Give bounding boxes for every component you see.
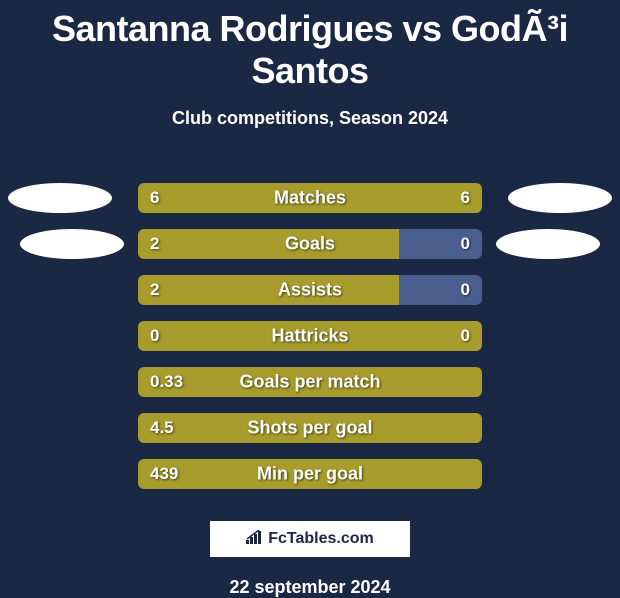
stat-label: Assists bbox=[278, 280, 342, 301]
stat-row: 439 Min per goal bbox=[0, 451, 620, 497]
stat-value-left: 4.5 bbox=[150, 418, 174, 438]
stat-bar-track: 2 0 Assists bbox=[138, 275, 482, 305]
stat-value-right: 0 bbox=[461, 234, 470, 254]
stat-label: Min per goal bbox=[257, 464, 363, 485]
stat-value-left: 0.33 bbox=[150, 372, 183, 392]
player-right-marker bbox=[508, 183, 612, 213]
stat-value-left: 439 bbox=[150, 464, 178, 484]
stat-value-left: 0 bbox=[150, 326, 159, 346]
stat-label: Goals bbox=[285, 234, 335, 255]
player-left-marker bbox=[20, 229, 124, 259]
stat-bar-track: 439 Min per goal bbox=[138, 459, 482, 489]
stat-label: Matches bbox=[274, 188, 346, 209]
brand-text: FcTables.com bbox=[268, 530, 374, 548]
stat-value-right: 0 bbox=[461, 326, 470, 346]
stat-value-left: 6 bbox=[150, 188, 159, 208]
stat-bar-track: 0.33 Goals per match bbox=[138, 367, 482, 397]
stat-label: Shots per goal bbox=[247, 418, 372, 439]
stat-value-left: 2 bbox=[150, 280, 159, 300]
stat-row: 4.5 Shots per goal bbox=[0, 405, 620, 451]
stat-row: 2 0 Goals bbox=[0, 221, 620, 267]
chart-icon bbox=[246, 530, 264, 549]
stat-bar-track: 4.5 Shots per goal bbox=[138, 413, 482, 443]
stat-row: 2 0 Assists bbox=[0, 267, 620, 313]
stat-value-right: 6 bbox=[461, 188, 470, 208]
comparison-chart: 6 6 Matches 2 0 Goals 2 0 Assists 0 0 Hattricks 0.33… bbox=[0, 175, 620, 497]
stat-bar-track: 6 6 Matches bbox=[138, 183, 482, 213]
stat-bar-track: 2 0 Goals bbox=[138, 229, 482, 259]
subtitle: Club competitions, Season 2024 bbox=[0, 108, 620, 129]
stat-value-left: 2 bbox=[150, 234, 159, 254]
stat-value-right: 0 bbox=[461, 280, 470, 300]
stat-row: 0.33 Goals per match bbox=[0, 359, 620, 405]
page-title: Santanna Rodrigues vs GodÃ³i Santos bbox=[0, 0, 620, 92]
date-label: 22 september 2024 bbox=[0, 577, 620, 598]
stat-row: 6 6 Matches bbox=[0, 175, 620, 221]
stat-bar-fill bbox=[138, 229, 399, 259]
brand-badge: FcTables.com bbox=[210, 521, 410, 557]
stat-bar-track: 0 0 Hattricks bbox=[138, 321, 482, 351]
player-left-marker bbox=[8, 183, 112, 213]
stat-label: Hattricks bbox=[271, 326, 348, 347]
stat-label: Goals per match bbox=[239, 372, 380, 393]
stat-bar-fill bbox=[138, 275, 399, 305]
stat-row: 0 0 Hattricks bbox=[0, 313, 620, 359]
player-right-marker bbox=[496, 229, 600, 259]
